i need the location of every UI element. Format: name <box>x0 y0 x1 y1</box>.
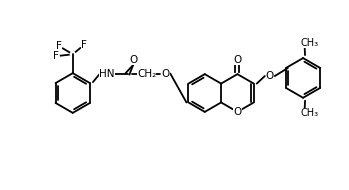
Text: CH₃: CH₃ <box>300 108 319 118</box>
Text: F: F <box>53 51 59 61</box>
Text: CH₃: CH₃ <box>300 38 319 48</box>
Text: O: O <box>233 107 242 117</box>
Text: O: O <box>161 69 170 79</box>
Text: HN: HN <box>99 69 115 79</box>
Text: O: O <box>129 55 138 65</box>
Text: O: O <box>266 71 274 81</box>
Text: CH₂: CH₂ <box>137 69 156 79</box>
Text: O: O <box>233 55 242 65</box>
Text: F: F <box>81 40 87 50</box>
Text: F: F <box>56 41 61 51</box>
